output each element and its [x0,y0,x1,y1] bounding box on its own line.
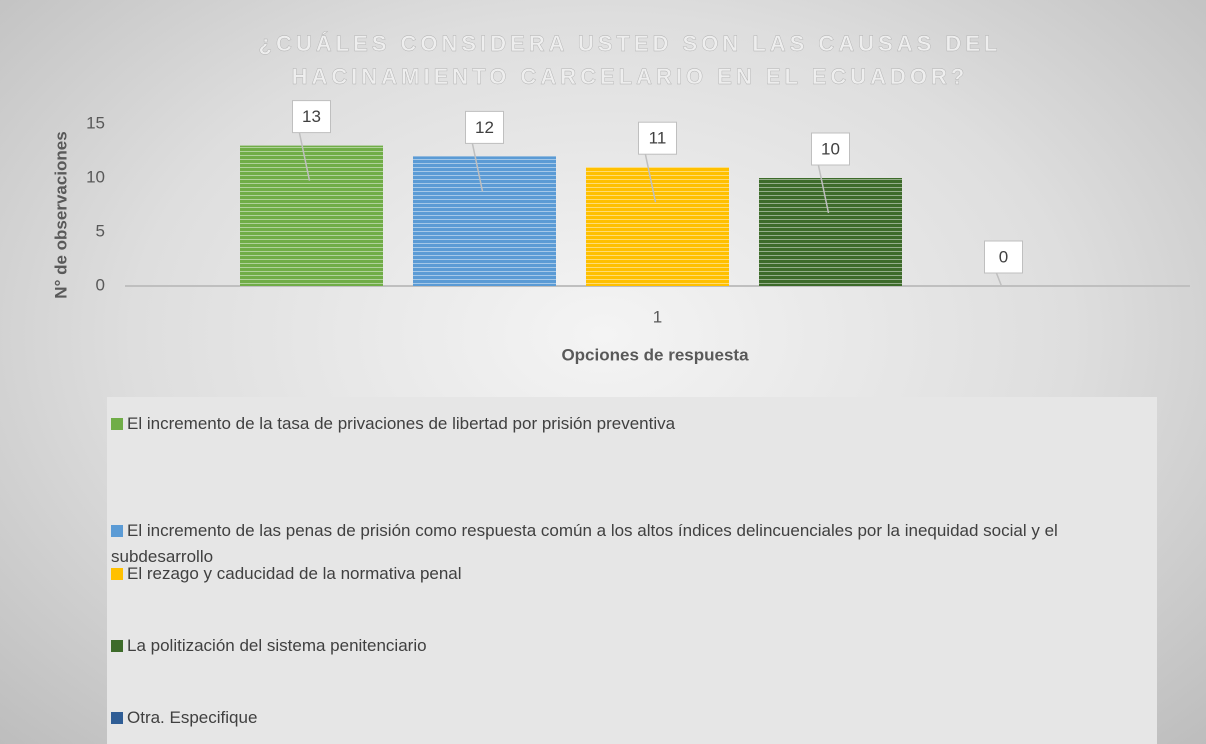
plot: ¿CUÁLES CONSIDERA USTED SON LAS CAUSAS D… [51,31,1190,364]
legend-label: La politización del sistema penitenciari… [127,636,427,655]
legend-swatch [111,525,123,537]
bar [413,156,556,286]
bar [586,167,729,286]
data-label-box [984,240,1023,274]
bar [759,178,902,286]
x-axis-label: Opciones de respuesta [561,345,749,364]
legend-entry: El incremento de la tasa de privaciones … [111,411,1151,437]
y-tick-label: 5 [96,221,105,240]
y-axis-label: N° de observaciones [51,131,70,298]
legend: El incremento de la tasa de privaciones … [107,397,1157,744]
data-label-box [638,121,677,155]
legend-swatch [111,418,123,430]
data-label-box [811,132,850,166]
y-tick-label: 10 [86,167,105,186]
chart-title: ¿CUÁLES CONSIDERA USTED SON LAS CAUSAS D… [259,31,1002,56]
legend-label: El rezago y caducidad de la normativa pe… [127,564,462,583]
y-tick-label: 0 [96,275,105,294]
legend-swatch [111,568,123,580]
legend-entry: El incremento de las penas de prisión co… [111,518,1151,570]
legend-swatch [111,712,123,724]
chart-title: HACINAMIENTO CARCELARIO EN EL ECUADOR? [292,64,969,89]
data-label: 10 [821,139,840,158]
data-label-box [465,110,504,144]
bar [240,145,383,286]
legend-entry: El rezago y caducidad de la normativa pe… [111,561,1151,587]
data-label-box [292,100,331,134]
legend-entry: La politización del sistema penitenciari… [111,633,1151,659]
data-label: 11 [649,129,667,148]
x-tick-label: 1 [653,307,662,326]
legend-entry: Otra. Especifique [111,705,1151,731]
data-label: 0 [999,247,1008,266]
legend-label: Otra. Especifique [127,708,258,727]
legend-swatch [111,640,123,652]
legend-label: El incremento de la tasa de privaciones … [127,414,676,433]
data-label: 13 [302,107,321,126]
legend-label: El incremento de las penas de prisión co… [111,521,1058,566]
y-tick-label: 15 [86,113,105,132]
data-label: 12 [475,118,494,137]
